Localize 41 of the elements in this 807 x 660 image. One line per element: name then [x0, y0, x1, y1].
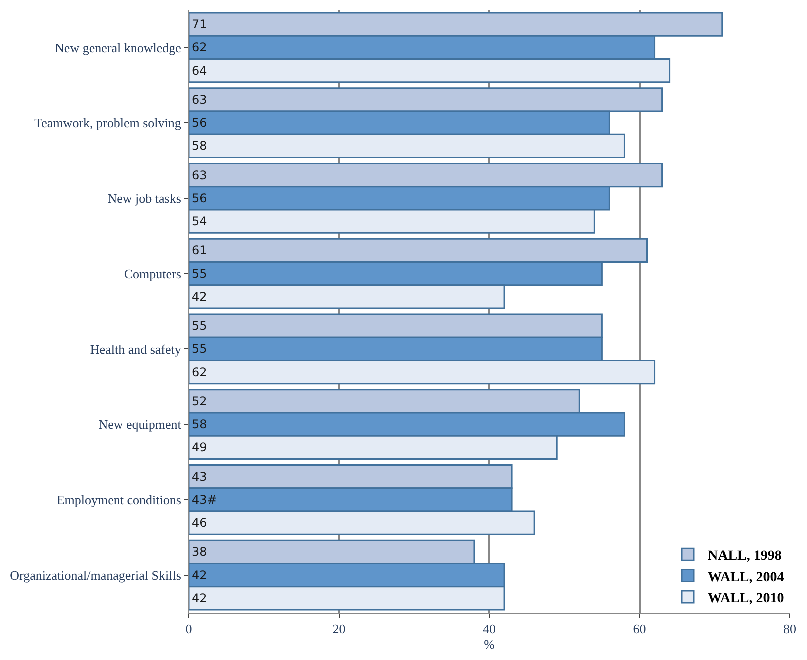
x-tick-label: 80 — [784, 622, 796, 637]
y-tick-label: Employment conditions — [56, 492, 182, 508]
data-label: 43# — [192, 492, 218, 507]
data-label: 63 — [192, 92, 208, 107]
data-label: 56 — [192, 191, 208, 206]
data-label: 46 — [192, 516, 208, 530]
legend-label: WALL, 2004 — [708, 570, 784, 586]
data-label: 55 — [192, 319, 208, 334]
data-label: 58 — [192, 139, 208, 154]
data-label: 49 — [192, 440, 208, 455]
y-tick-label: New job tasks — [108, 190, 182, 206]
data-label: 43 — [192, 470, 208, 484]
data-label: 71 — [192, 18, 208, 32]
data-label: 62 — [192, 40, 208, 55]
y-tick-label: New equipment — [98, 417, 182, 432]
data-label: 64 — [192, 64, 208, 78]
data-label: 42 — [192, 568, 208, 582]
x-tick-label: 40 — [483, 622, 496, 637]
data-label: 58 — [192, 418, 208, 432]
x-tick-label: 60 — [633, 622, 646, 637]
y-tick-label: Teamwork, problem solving — [34, 116, 182, 131]
data-label: 42 — [192, 290, 208, 304]
y-tick-label: Health and safety — [90, 342, 182, 357]
data-label: 62 — [192, 365, 208, 380]
y-tick-label: Organizational/managerial Skills — [10, 568, 182, 583]
data-label: 42 — [192, 591, 208, 606]
legend-label: WALL, 2010 — [708, 591, 784, 606]
data-label: 55 — [192, 266, 208, 281]
data-label: 63 — [192, 168, 208, 182]
y-tick-label: New general knowledge — [55, 40, 182, 56]
x-tick-label: 0 — [186, 622, 192, 637]
data-label: 52 — [192, 394, 208, 408]
data-label: 38 — [192, 545, 208, 560]
y-tick-label: Computers — [124, 266, 182, 282]
data-label: 55 — [192, 342, 208, 356]
x-axis-title: % — [484, 637, 496, 652]
data-label: 56 — [192, 116, 208, 130]
x-tick-label: 20 — [332, 622, 346, 637]
data-label: 61 — [192, 244, 208, 258]
data-label: 54 — [192, 214, 208, 229]
legend-label: NALL, 1998 — [708, 549, 782, 564]
